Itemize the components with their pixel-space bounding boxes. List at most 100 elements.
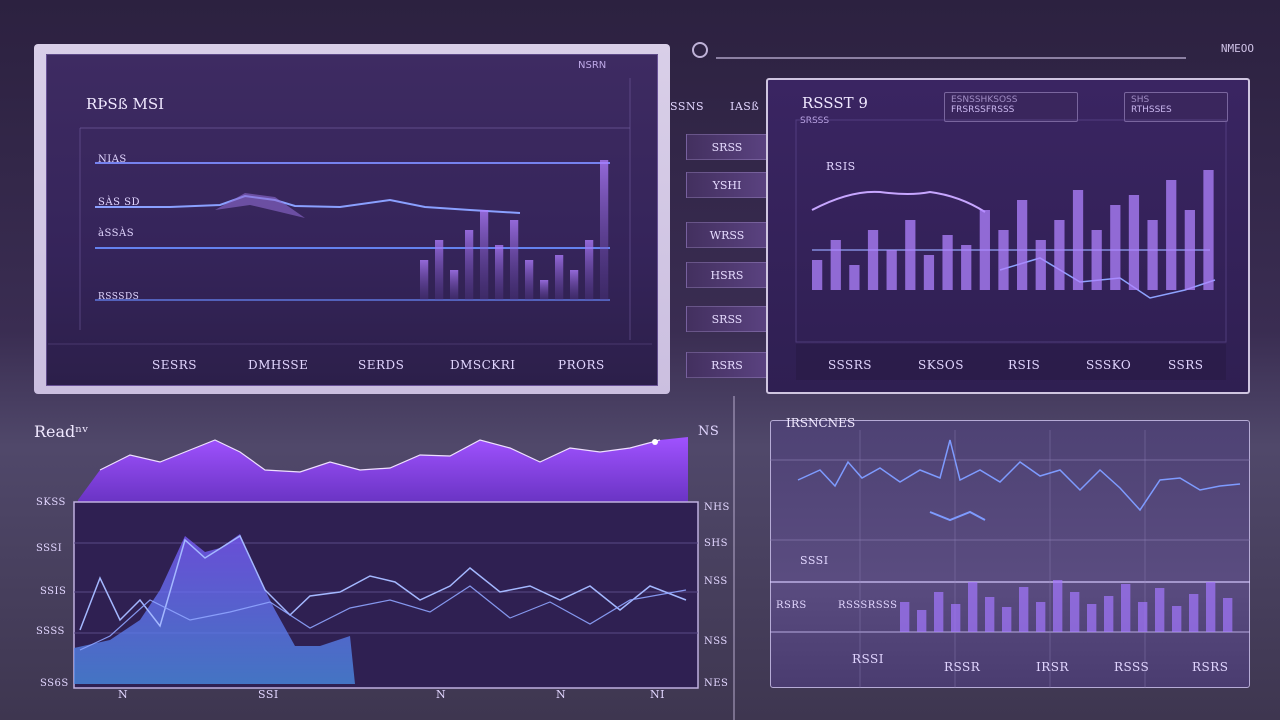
top-bar-track: [716, 57, 1186, 59]
right-x-label-1: SSSRS: [828, 358, 872, 372]
side-tab-1[interactable]: SRSS: [686, 134, 768, 160]
right-search-placeholder: ESNSSHKSOSS: [951, 95, 1018, 105]
main-y-label-4: RSSSDS: [98, 292, 140, 302]
main-bar: [495, 245, 504, 300]
main-bar: [420, 260, 429, 300]
br-bar: [1104, 596, 1114, 632]
main-bar: [585, 240, 594, 300]
side-tab-6[interactable]: RSRS: [686, 352, 768, 378]
right-bar: [1184, 210, 1195, 290]
right-bar: [1035, 240, 1046, 290]
br-bar: [1121, 584, 1131, 632]
main-x-label-1: SESRS: [152, 358, 197, 372]
br-x-1: RSSI: [852, 652, 885, 666]
br-bar: [1087, 604, 1097, 632]
main-x-label-5: PRORS: [558, 358, 605, 372]
br-bar: [968, 582, 978, 632]
main-bar: [540, 280, 549, 300]
br-bar: [934, 592, 944, 632]
br-x-2: RSSR: [944, 660, 981, 674]
main-bar: [570, 270, 579, 300]
main-y-label-1: NIAS: [98, 154, 127, 165]
side-tabs-header-left: SSNS: [670, 100, 705, 113]
br-bar: [1155, 588, 1165, 632]
right-bar: [979, 210, 990, 290]
right-bar: [1147, 220, 1158, 290]
right-filter-field[interactable]: SHS RTHSSES: [1124, 92, 1228, 122]
right-bar: [998, 230, 1009, 290]
right-bar: [1110, 205, 1121, 290]
right-bar: [867, 230, 879, 290]
right-bar: [1128, 195, 1140, 290]
right-filter-value: RTHSSES: [1131, 105, 1172, 115]
main-bar: [525, 260, 534, 300]
side-tab-4[interactable]: HSRS: [686, 262, 768, 288]
main-x-label-2: DMHSSE: [248, 358, 309, 372]
side-tabs-header-right: IASß: [730, 100, 760, 113]
panel-divider: [733, 396, 735, 720]
main-chart-panel: [34, 44, 670, 394]
right-x-label-3: RSIS: [1008, 358, 1041, 372]
right-bar: [942, 235, 953, 290]
bl-y-right-4: NSS: [704, 636, 728, 647]
bl-x-1: N: [118, 688, 129, 701]
bl-x-2: SSI: [258, 688, 279, 701]
main-bar: [480, 210, 489, 300]
bl-y-right-2: SHS: [704, 538, 728, 549]
br-bar: [1019, 587, 1029, 632]
br-bar: [985, 597, 995, 632]
side-tabs: SSNS IASß SRSS YSHI WRSS HSRS SRSS RSRS: [670, 96, 768, 386]
right-bar: [1054, 220, 1065, 290]
right-bar: [1072, 190, 1084, 290]
right-bar: [1017, 200, 1028, 290]
main-bar: [465, 230, 474, 300]
top-bar: NMEOO: [690, 40, 1260, 64]
br-y-label-1: RSRS: [776, 600, 807, 611]
right-bar: [905, 220, 916, 290]
br-bar: [1189, 594, 1199, 632]
bl-y-left-5: SS6S: [40, 678, 69, 689]
right-bar: [1091, 230, 1102, 290]
right-search-field[interactable]: ESNSSHKSOSS FRSRSSFRSSS: [944, 92, 1078, 122]
main-y-label-3: àSSÀS: [98, 228, 135, 239]
main-y-label-2: SÀS SD: [98, 197, 140, 208]
bottom-left-title: Readⁿᵛ: [34, 422, 89, 441]
main-bar: [510, 220, 519, 300]
main-bar: [450, 270, 459, 300]
search-icon[interactable]: [692, 42, 708, 58]
right-filter-label: SHS: [1131, 95, 1150, 105]
right-chart-title: RSSST 9: [802, 94, 868, 112]
br-bar: [917, 610, 927, 632]
bl-x-5: NI: [650, 688, 665, 701]
bl-y-left-2: SSSI: [36, 543, 63, 554]
br-bar: [1002, 607, 1012, 632]
right-bar: [886, 250, 897, 290]
side-tab-2[interactable]: YSHI: [686, 172, 768, 198]
top-bar-status: NMEOO: [1220, 42, 1254, 55]
side-tab-3[interactable]: WRSS: [686, 222, 768, 248]
br-bar: [1223, 598, 1233, 632]
side-tab-5[interactable]: SRSS: [686, 306, 768, 332]
main-chart-inner: [46, 54, 658, 386]
br-bar: [951, 604, 961, 632]
right-bar: [1203, 170, 1214, 290]
main-bar: [600, 160, 609, 300]
br-bar: [1206, 582, 1216, 632]
br-x-5: RSRS: [1192, 660, 1229, 674]
bl-y-left-3: SSIS: [40, 586, 67, 597]
main-bar: [435, 240, 444, 300]
br-bar: [1070, 592, 1080, 632]
right-bar: [849, 265, 860, 290]
right-x-label-2: SKSOS: [918, 358, 964, 372]
right-chart-subtitle: SRSSS: [800, 116, 830, 126]
bl-y-right-1: NHS: [704, 502, 730, 513]
main-chart-title: RÞSß MSI: [86, 95, 165, 113]
bottom-left-right-label: NS: [698, 424, 720, 439]
br-y-label-2: RSSSRSSS: [838, 600, 898, 611]
main-bar: [555, 255, 564, 300]
